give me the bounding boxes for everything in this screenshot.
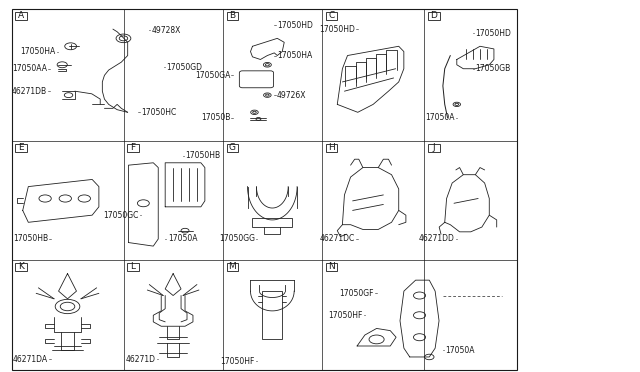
- Bar: [428, 144, 440, 152]
- Text: 46271DB: 46271DB: [12, 87, 47, 96]
- Bar: [127, 144, 139, 152]
- Bar: [428, 12, 440, 20]
- Text: 17050AA: 17050AA: [12, 64, 47, 73]
- Text: 17050HD: 17050HD: [277, 21, 313, 30]
- Text: 49728X: 49728X: [151, 26, 180, 35]
- Text: 17050GC: 17050GC: [104, 211, 139, 219]
- Text: 46271DD: 46271DD: [419, 234, 454, 243]
- Text: B: B: [229, 11, 236, 20]
- Text: A: A: [18, 11, 24, 20]
- Text: 17050GF: 17050GF: [339, 289, 374, 298]
- Text: 46271DC: 46271DC: [320, 234, 355, 243]
- Text: 46271D: 46271D: [125, 355, 156, 364]
- Text: 17050HF: 17050HF: [328, 311, 362, 320]
- Bar: [326, 12, 337, 20]
- Text: 17050HA: 17050HA: [277, 51, 312, 60]
- Bar: [326, 144, 337, 152]
- Text: N: N: [328, 262, 335, 271]
- Text: 17050HD: 17050HD: [475, 29, 511, 38]
- Bar: [227, 12, 238, 20]
- Bar: [15, 263, 27, 271]
- Text: 17050HC: 17050HC: [141, 108, 176, 117]
- Bar: [262, 291, 282, 339]
- Bar: [252, 218, 292, 227]
- Text: 17050B: 17050B: [201, 113, 230, 122]
- Text: 17050A: 17050A: [168, 234, 197, 243]
- Text: H: H: [328, 143, 335, 152]
- Text: D: D: [431, 11, 437, 20]
- Text: M: M: [228, 262, 236, 271]
- Text: L: L: [131, 262, 136, 271]
- Text: G: G: [229, 143, 236, 152]
- Text: 17050HF: 17050HF: [221, 357, 255, 366]
- Bar: [12, 9, 517, 370]
- Text: 17050HB: 17050HB: [13, 234, 48, 243]
- Text: 17050GA: 17050GA: [195, 71, 230, 80]
- Text: 17050A: 17050A: [425, 113, 454, 122]
- Bar: [15, 144, 27, 152]
- Text: 49726X: 49726X: [277, 91, 307, 100]
- Bar: [227, 263, 238, 271]
- Text: 17050GG: 17050GG: [219, 234, 255, 243]
- Text: E: E: [19, 143, 24, 152]
- Bar: [326, 263, 337, 271]
- Text: 17050A: 17050A: [445, 346, 475, 355]
- Text: 17050HA: 17050HA: [20, 47, 56, 56]
- Text: F: F: [131, 143, 136, 152]
- Text: 46271DA: 46271DA: [13, 355, 48, 364]
- Text: K: K: [18, 262, 24, 271]
- Text: 17050HB: 17050HB: [186, 151, 221, 160]
- Text: C: C: [328, 11, 335, 20]
- Text: J: J: [433, 143, 435, 152]
- Text: 17050HD: 17050HD: [319, 25, 355, 33]
- Bar: [227, 144, 238, 152]
- Text: 17050GD: 17050GD: [166, 63, 202, 72]
- Bar: [127, 263, 139, 271]
- Bar: [15, 12, 27, 20]
- Text: 17050GB: 17050GB: [475, 64, 510, 73]
